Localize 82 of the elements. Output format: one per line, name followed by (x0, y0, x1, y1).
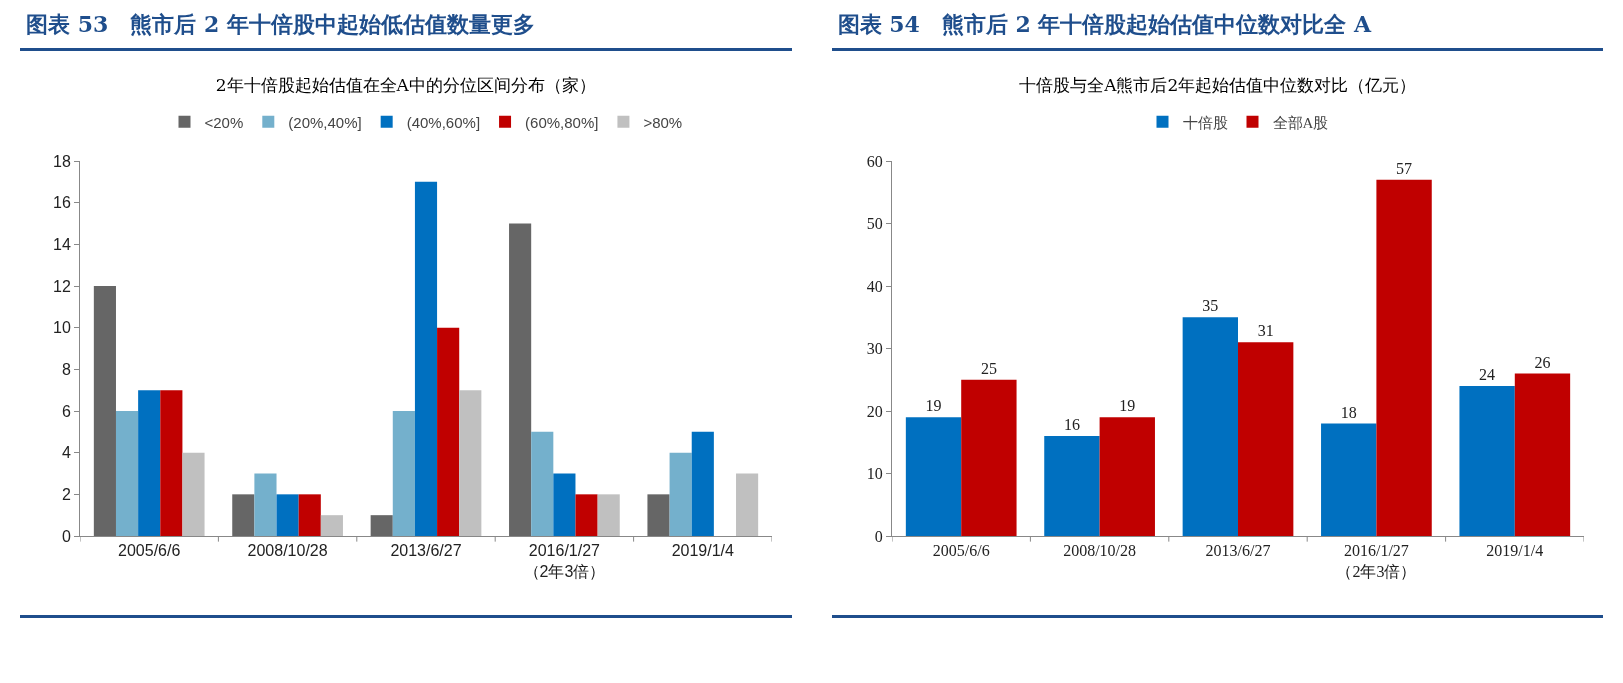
bar (370, 515, 393, 536)
y-tick-label: 0 (874, 527, 883, 545)
bar (597, 494, 620, 536)
y-tick-label: 8 (61, 360, 71, 378)
bar (298, 494, 321, 536)
y-tick-label: 18 (53, 152, 71, 170)
bar (254, 473, 277, 536)
legend-label: >80% (643, 113, 683, 131)
data-label: 19 (925, 397, 942, 415)
bar (960, 379, 1017, 536)
bar (736, 473, 759, 536)
bar (138, 390, 161, 536)
data-label: 26 (1533, 353, 1550, 371)
bar (276, 494, 299, 536)
bar (1237, 342, 1293, 536)
bar (182, 452, 205, 536)
chart-title: 图表 54 熊市后 2 年十倍股起始估值中位数对比全 A (831, 0, 1603, 51)
y-tick-label: 0 (61, 527, 71, 545)
bar (553, 473, 576, 536)
bar (1182, 317, 1238, 536)
bar (1458, 386, 1515, 536)
y-tick-label: 50 (866, 215, 883, 233)
bar (647, 494, 670, 536)
bar (1320, 423, 1376, 536)
y-tick-label: 10 (866, 465, 883, 483)
bar (320, 515, 343, 536)
bar (1099, 417, 1155, 536)
y-tick-label: 30 (866, 340, 883, 358)
legend-label: (40%,60%] (406, 113, 481, 131)
data-label: 57 (1395, 159, 1412, 177)
x-tick-label: 2005/6/6 (932, 542, 990, 560)
y-tick-label: 20 (866, 402, 883, 420)
legend-label: <20% (204, 113, 244, 131)
data-label: 16 (1063, 416, 1080, 433)
y-tick-label: 10 (53, 319, 71, 337)
bar (1514, 373, 1570, 536)
bar (509, 223, 532, 536)
bar (905, 417, 961, 536)
y-tick-label: 2 (61, 485, 71, 503)
bar (160, 390, 183, 536)
chart-subtitle: 十倍股与全A熊市后2年起始估值中位数对比（亿元） (1018, 74, 1416, 95)
data-label: 25 (980, 359, 997, 377)
data-label: 18 (1340, 403, 1357, 421)
y-tick-label: 16 (53, 194, 71, 212)
y-tick-label: 60 (866, 152, 883, 170)
bar (575, 494, 598, 536)
x-tick-label: 2019/1/4 (1485, 542, 1543, 560)
x-tick-label: 2013/6/27 (1205, 542, 1270, 560)
bar (232, 494, 255, 536)
data-label: 19 (1118, 397, 1135, 415)
bar (669, 452, 692, 536)
y-tick-label: 4 (61, 444, 71, 462)
data-label: 24 (1478, 366, 1495, 383)
bar (691, 431, 714, 536)
bar (414, 181, 438, 536)
legend-label: 十倍股 (1182, 114, 1227, 131)
bar (459, 390, 482, 536)
bar (392, 411, 415, 536)
bar (1043, 436, 1100, 536)
bar (531, 431, 554, 536)
x-tick-label: 2016/1/27 （2年3倍） (1335, 542, 1416, 580)
y-tick-label: 12 (53, 277, 71, 295)
x-tick-label: 2013/6/27 (390, 542, 462, 560)
y-tick-label: 14 (53, 235, 71, 253)
x-tick-label: 2008/10/28 (247, 542, 328, 560)
legend-label: 全部A股 (1272, 114, 1328, 131)
bar (437, 327, 460, 536)
x-tick-label: 2019/1/4 (671, 542, 735, 560)
legend-label: (20%,40%] (288, 113, 362, 131)
data-label: 35 (1201, 297, 1218, 315)
x-tick-label: 2008/10/28 (1062, 542, 1136, 560)
y-tick-label: 40 (866, 277, 883, 295)
chart-subtitle: 2年十倍股起始估值在全A中的分位区间分布（家） (215, 74, 596, 95)
y-tick-label: 6 (61, 402, 71, 420)
bar (115, 411, 139, 536)
legend-label: (60%,80%] (525, 113, 599, 131)
chart-title: 图表 53 熊市后 2 年十倍股中起始低估值数量更多 (20, 0, 792, 51)
bar (1375, 179, 1432, 536)
bar (93, 286, 116, 536)
x-tick-label: 2016/1/27 （2年3倍） (523, 542, 606, 580)
x-tick-label: 2005/6/6 (118, 542, 181, 560)
data-label: 31 (1257, 322, 1274, 340)
